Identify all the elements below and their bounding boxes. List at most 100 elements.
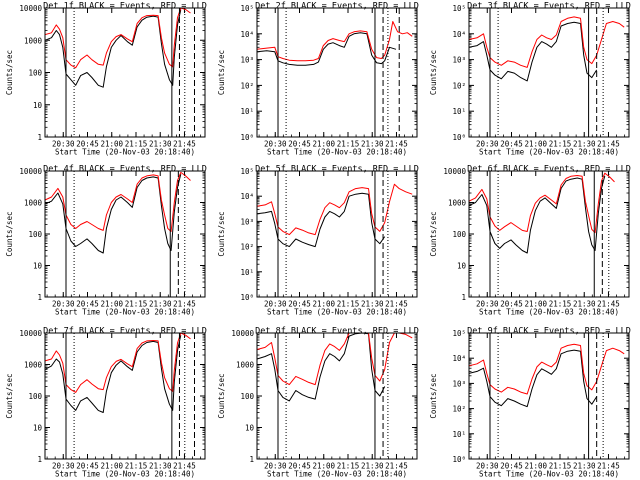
y-tick-label: 10² — [452, 405, 466, 414]
y-tick-label: 10000 — [231, 329, 254, 338]
x-tick-label: 20:45 — [500, 300, 523, 309]
x-tick-label: 20:30 — [264, 140, 287, 149]
y-tick-label: 100 — [28, 69, 42, 78]
x-tick-label: 21:15 — [337, 300, 360, 309]
y-axis-label: Counts/sec — [429, 373, 438, 418]
lld-series-line — [468, 16, 625, 68]
y-axis-label: Counts/sec — [5, 50, 14, 95]
x-tick-label: 20:30 — [52, 140, 75, 149]
panel-title: Det 7f BLACK = Events, RED = LLD — [43, 327, 207, 337]
y-tick-label: 10¹ — [452, 107, 466, 116]
y-tick-label: 1000 — [24, 36, 43, 45]
y-axis-label: Counts/sec — [217, 50, 226, 95]
x-tick-label: 21:00 — [100, 300, 123, 309]
x-tick-label: 20:45 — [76, 140, 99, 149]
x-tick-label: 21:30 — [573, 140, 596, 149]
x-tick-label: 21:45 — [597, 300, 620, 309]
x-tick-label: 21:00 — [524, 300, 547, 309]
x-tick-label: 21:00 — [524, 462, 547, 471]
x-tick-label: 21:30 — [149, 462, 172, 471]
y-tick-label: 1000 — [236, 361, 255, 370]
y-tick-label: 10⁰ — [452, 133, 466, 142]
y-tick-label: 10⁴ — [452, 30, 466, 39]
y-tick-label: 1 — [249, 455, 254, 464]
x-tick-label: 21:30 — [149, 140, 172, 149]
plot-frame — [44, 7, 206, 138]
x-tick-label: 20:45 — [500, 462, 523, 471]
plot-frame — [256, 170, 418, 298]
x-tick-label: 20:30 — [476, 140, 499, 149]
detector-panel: Det 2f BLACK = Events, RED = LLD Start Ti… — [217, 2, 419, 157]
x-axis-label: Start Time (20-Nov-03 20:18:40) — [55, 470, 195, 479]
x-tick-label: 20:45 — [288, 140, 311, 149]
panel-title: Det 6f BLACK = Events, RED = LLD — [467, 165, 631, 175]
lld-series-line — [44, 7, 191, 69]
y-tick-label: 10⁰ — [240, 293, 254, 302]
y-tick-label: 10 — [245, 424, 255, 433]
plot-frame — [468, 7, 630, 138]
detector-panel: Det 5f BLACK = Events, RED = LLD Start Ti… — [217, 165, 419, 317]
y-tick-label: 1000 — [24, 199, 43, 208]
x-tick-label: 21:15 — [549, 300, 572, 309]
y-tick-label: 10² — [452, 81, 466, 90]
y-tick-label: 10⁵ — [452, 329, 466, 338]
x-tick-label: 21:45 — [385, 300, 408, 309]
y-tick-label: 1000 — [24, 361, 43, 370]
lld-series-line — [256, 21, 413, 62]
lld-series-line — [468, 172, 615, 234]
x-tick-label: 21:15 — [549, 140, 572, 149]
panel-title: Det 5f BLACK = Events, RED = LLD — [255, 165, 419, 175]
x-tick-label: 20:45 — [76, 462, 99, 471]
x-tick-label: 20:30 — [476, 462, 499, 471]
x-axis-label: Start Time (20-Nov-03 20:18:40) — [267, 308, 407, 317]
y-tick-label: 10³ — [452, 379, 466, 388]
events-series-line — [256, 32, 397, 66]
detector-panel: Det 6f BLACK = Events, RED = LLD Start Ti… — [429, 165, 631, 317]
x-tick-label: 21:45 — [173, 300, 196, 309]
x-tick-label: 20:30 — [264, 300, 287, 309]
lld-series-line — [44, 332, 191, 393]
x-tick-label: 21:45 — [597, 140, 620, 149]
x-tick-label: 21:15 — [549, 462, 572, 471]
detector-panel: Det 7f BLACK = Events, RED = LLD Start Ti… — [5, 327, 207, 479]
y-tick-label: 100 — [28, 230, 42, 239]
y-tick-label: 1 — [461, 293, 466, 302]
y-tick-label: 10¹ — [452, 430, 466, 439]
x-tick-label: 21:45 — [385, 462, 408, 471]
y-tick-label: 10 — [33, 262, 43, 271]
y-tick-label: 10000 — [19, 329, 42, 338]
detector-panel: Det 3f BLACK = Events, RED = LLD Start Ti… — [429, 2, 631, 157]
plot-frame — [468, 332, 630, 460]
y-tick-label: 10⁵ — [452, 4, 466, 13]
panel-title: Det 9f BLACK = Events, RED = LLD — [467, 327, 631, 337]
y-axis-label: Counts/sec — [5, 373, 14, 418]
x-tick-label: 21:30 — [361, 300, 384, 309]
x-axis-label: Start Time (20-Nov-03 20:18:40) — [55, 308, 195, 317]
x-tick-label: 21:00 — [524, 140, 547, 149]
y-tick-label: 1 — [37, 133, 42, 142]
detector-panel: Det 4f BLACK = Events, RED = LLD Start Ti… — [5, 165, 207, 317]
x-tick-label: 20:45 — [500, 140, 523, 149]
y-tick-label: 10 — [457, 262, 467, 271]
y-tick-label: 10000 — [19, 167, 42, 176]
x-tick-label: 21:00 — [100, 140, 123, 149]
lld-series-line — [468, 343, 625, 395]
x-tick-label: 21:15 — [337, 140, 360, 149]
x-tick-label: 20:45 — [288, 300, 311, 309]
events-series-line — [44, 173, 182, 254]
detector-panel: Det 9f BLACK = Events, RED = LLD Start Ti… — [429, 327, 631, 479]
x-tick-label: 21:15 — [125, 140, 148, 149]
y-axis-label: Counts/sec — [217, 211, 226, 256]
y-tick-label: 10³ — [240, 56, 254, 65]
x-tick-label: 20:45 — [76, 300, 99, 309]
x-axis-label: Start Time (20-Nov-03 20:18:40) — [267, 470, 407, 479]
panel-title: Det 2f BLACK = Events, RED = LLD — [255, 2, 419, 12]
x-tick-label: 21:00 — [100, 462, 123, 471]
lld-series-line — [44, 171, 191, 232]
x-tick-label: 20:30 — [52, 462, 75, 471]
events-series-line — [44, 9, 182, 88]
x-tick-label: 21:00 — [312, 462, 335, 471]
y-tick-label: 10³ — [452, 56, 466, 65]
x-tick-label: 20:30 — [264, 462, 287, 471]
